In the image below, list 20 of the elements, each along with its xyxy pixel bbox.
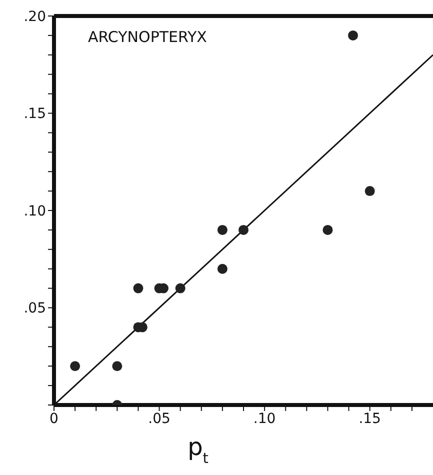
point — [217, 264, 228, 274]
x-tick-label: .15 — [358, 410, 381, 427]
point — [322, 224, 333, 235]
point — [348, 30, 358, 40]
text: ARCYNOPTERYX — [88, 28, 207, 46]
x-tick-label: .05 — [148, 410, 170, 427]
point — [112, 361, 122, 372]
y-tick-label: .10 — [24, 203, 46, 220]
y-tick-label: .15 — [24, 106, 46, 122]
point — [217, 224, 228, 235]
y-tick-label: .05 — [24, 300, 46, 317]
x-tick-label: 0 — [50, 410, 58, 427]
point — [70, 361, 80, 372]
point — [238, 224, 248, 235]
point — [133, 283, 144, 294]
point — [175, 283, 186, 294]
point — [364, 186, 375, 196]
y-tick-label: .20 — [24, 8, 46, 25]
x-axis-title: p$_{t}$ — [188, 433, 209, 467]
x-tick-label: .10 — [253, 410, 276, 427]
